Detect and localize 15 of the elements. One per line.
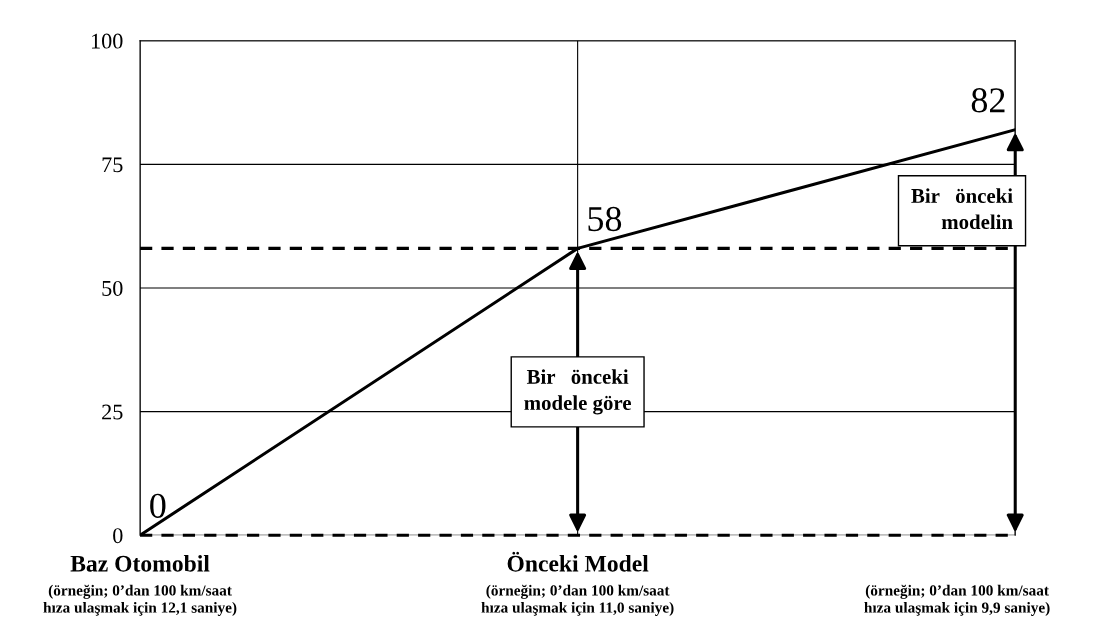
annotation: Bir önceki modelin (911, 188, 1013, 230)
text: (örneğin; 0’dan 100 km/saat hıza ulaşmak için 11,0 saniye) (481, 584, 674, 616)
data-label: 82 (971, 88, 1005, 113)
x-tick-label: Baz Otomobil (70, 555, 210, 572)
y-tick-label: 75 (102, 157, 123, 173)
x-tick-label: Önceki Model (507, 551, 649, 572)
data-label: 0 (150, 493, 166, 518)
text: (örneğin; 0’dan 100 km/saat hıza ulaşmak için 12,1 saniye) (43, 584, 237, 616)
y-tick-label: 25 (102, 404, 123, 420)
y-tick-label: 100 (91, 33, 123, 49)
y-tick-label: 50 (102, 280, 123, 296)
annotation: Bir önceki modele göre (524, 369, 631, 415)
data-label: 58 (588, 206, 622, 232)
text: (örneğin; 0’dan 100 km/saat hıza ulaşmak için 9,9 saniye) (864, 584, 1050, 616)
y-tick-label: 0 (113, 528, 123, 544)
